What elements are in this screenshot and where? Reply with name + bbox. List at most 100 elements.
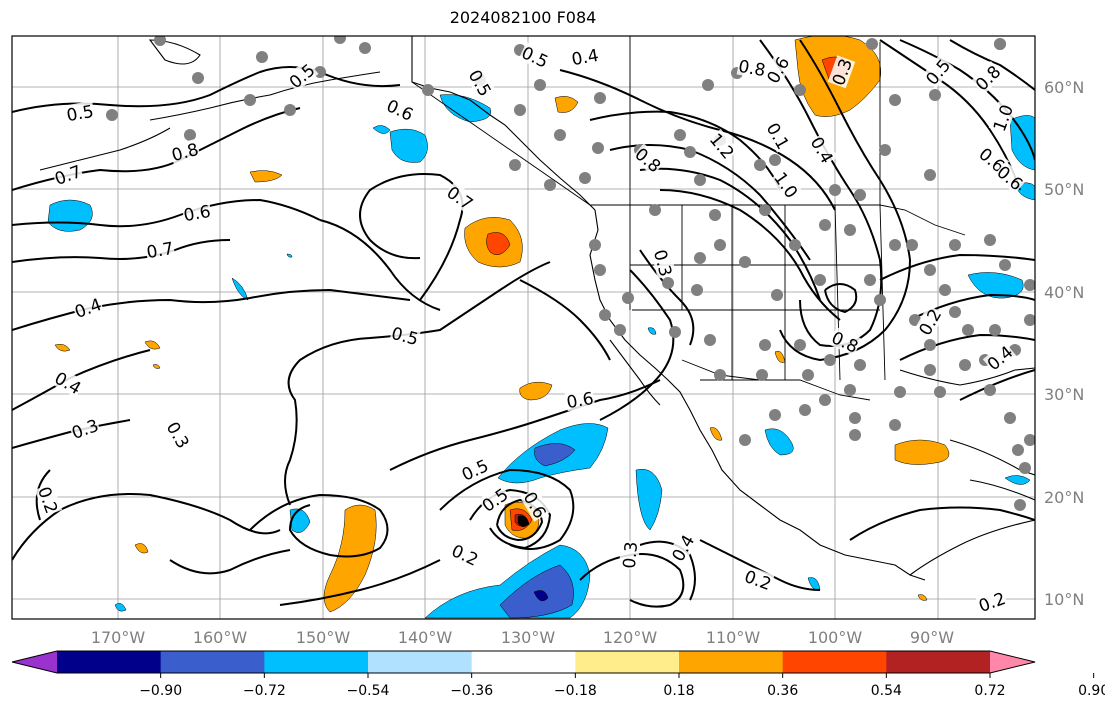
- colorbar-tick-label: 0.72: [974, 683, 1005, 699]
- contour-label-text: 0.8: [737, 57, 767, 81]
- lon-label: 110°W: [706, 628, 761, 647]
- contour-label-text: 0.5: [65, 102, 95, 126]
- contour-label-text: 0.5: [922, 56, 955, 90]
- contour-label: 0.5: [389, 322, 422, 350]
- contour-label: 0.2: [742, 565, 775, 595]
- contour-label: 0.2: [914, 304, 946, 339]
- contour-label: 0.5: [458, 455, 492, 486]
- lon-label: 130°W: [501, 628, 556, 647]
- lat-label: 40°N: [1044, 283, 1084, 302]
- contour-label-text: 0.2: [915, 306, 946, 339]
- negative-anomaly-patches: [47, 94, 1035, 619]
- contour-label: 0.4: [51, 367, 86, 399]
- contour-label-text: 0.5: [459, 456, 492, 486]
- contour-label: 0.6: [564, 387, 596, 413]
- lon-label: 120°W: [603, 628, 658, 647]
- lon-label: 150°W: [296, 628, 351, 647]
- contour-label: 0.2: [975, 587, 1008, 617]
- contour-lines: [12, 39, 1035, 608]
- contour-label-text: 0.3: [620, 541, 642, 570]
- contour-label: 0.4: [667, 530, 699, 565]
- lon-label: 100°W: [808, 628, 863, 647]
- colorbar-segment: [264, 651, 369, 673]
- map-title: 2024082100 F084: [449, 8, 597, 27]
- contour-label: 0.5: [64, 100, 96, 126]
- colorbar-segment: [57, 651, 162, 673]
- contour-label-text: 0.4: [570, 46, 600, 70]
- contour-label: 0.3: [618, 540, 642, 570]
- contour-label-text: 0.8: [972, 62, 1005, 95]
- contour-label-text: 0.3: [649, 248, 675, 279]
- contour-label: 0.8: [168, 138, 201, 166]
- contour-label: 0.6: [383, 95, 417, 126]
- contour-label: 0.4: [71, 293, 104, 323]
- contour-label-text: 0.3: [162, 419, 193, 452]
- lon-label: 160°W: [193, 628, 248, 647]
- colorbar-tick-label: −0.72: [243, 683, 286, 699]
- contour-label-text: 1.0: [769, 169, 801, 203]
- colorbar-tick-label: −0.54: [347, 683, 390, 699]
- contour-label: 0.7: [51, 160, 84, 190]
- contour-label-text: 0.6: [565, 389, 595, 413]
- lat-label: 50°N: [1044, 180, 1084, 199]
- contour-label-text: 0.8: [170, 140, 201, 166]
- colorbar-segment: [368, 651, 473, 673]
- contour-label: 0.7: [144, 237, 176, 263]
- contour-label-text: 0.7: [145, 239, 175, 263]
- colorbar-segment: [471, 651, 576, 673]
- contour-label: 0.5: [464, 65, 496, 100]
- contour-label: 0.6: [181, 200, 213, 226]
- contour-label: 0.3: [162, 417, 194, 452]
- colorbar-segment: [782, 651, 887, 673]
- colorbar-tick-label: −0.90: [139, 683, 182, 699]
- latitude-axis: 60°N 50°N 40°N 30°N 20°N 10°N: [1044, 78, 1084, 609]
- colorbar-segment: [679, 651, 784, 673]
- lat-label: 10°N: [1044, 590, 1084, 609]
- contour-label: 0.5: [921, 54, 955, 90]
- lon-label: 140°W: [398, 628, 453, 647]
- contour-label: 0.1: [762, 118, 794, 153]
- contour-label-text: 0.5: [464, 67, 495, 100]
- lat-label: 30°N: [1044, 385, 1084, 404]
- contour-label: 0.3: [68, 414, 101, 444]
- colorbar-over-arrow: [990, 651, 1035, 673]
- colorbar-outline: [11, 650, 1036, 674]
- colorbar-segment: [886, 651, 991, 673]
- map-area: 0.5 0.4 0.5 0.8 0.7 0.3 0.5 0.6 0.5 0.8 0.6 0.7 0.8 1…: [12, 36, 1035, 619]
- contour-label-text: 0.8: [828, 328, 861, 358]
- contour-label: 1.0: [769, 167, 803, 203]
- colorbar-segment: [160, 651, 265, 673]
- map-frame: [11, 35, 1036, 620]
- contour-label: 0.8: [736, 55, 768, 81]
- contour-label-text: 0.4: [668, 532, 699, 565]
- contour-label: 0.4: [569, 44, 601, 70]
- contour-label: 0.2: [448, 540, 482, 571]
- contour-label-text: 0.1: [762, 120, 793, 153]
- contour-label-text: 0.5: [389, 324, 420, 350]
- contour-label: 0.7: [443, 181, 478, 215]
- colorbar-tick-label: −0.18: [554, 683, 597, 699]
- longitude-axis: 170°W 160°W 150°W 140°W 130°W 120°W 110°…: [91, 628, 954, 647]
- colorbar: −0.90 −0.72 −0.54 −0.36 −0.18 0.18 0.36 0.54 0.7…: [11, 650, 1105, 699]
- colorbar-tick-label: −0.36: [450, 683, 493, 699]
- graticule: [12, 36, 1035, 619]
- colorbar-tick-label: 0.90: [1078, 683, 1105, 699]
- colorbar-tick-label: 0.54: [871, 683, 902, 699]
- colorbar-tick-label: 0.18: [663, 683, 694, 699]
- contour-label-text: 0.6: [383, 96, 416, 126]
- lon-label: 170°W: [91, 628, 146, 647]
- lon-label: 90°W: [910, 628, 954, 647]
- contour-label-text: 0.6: [182, 202, 212, 226]
- contour-label: 0.3: [649, 246, 677, 279]
- lat-label: 20°N: [1044, 488, 1084, 507]
- colorbar-tick-label: 0.36: [767, 683, 798, 699]
- contour-label: 0.8: [828, 327, 862, 358]
- contour-label-text: 0.2: [448, 541, 481, 571]
- station-markers: [106, 36, 1035, 511]
- contour-label-text: 0.7: [443, 183, 477, 215]
- colorbar-under-arrow: [12, 651, 57, 673]
- positive-anomaly-patches: [54, 36, 950, 613]
- lat-label: 60°N: [1044, 78, 1084, 97]
- colorbar-segment: [575, 651, 680, 673]
